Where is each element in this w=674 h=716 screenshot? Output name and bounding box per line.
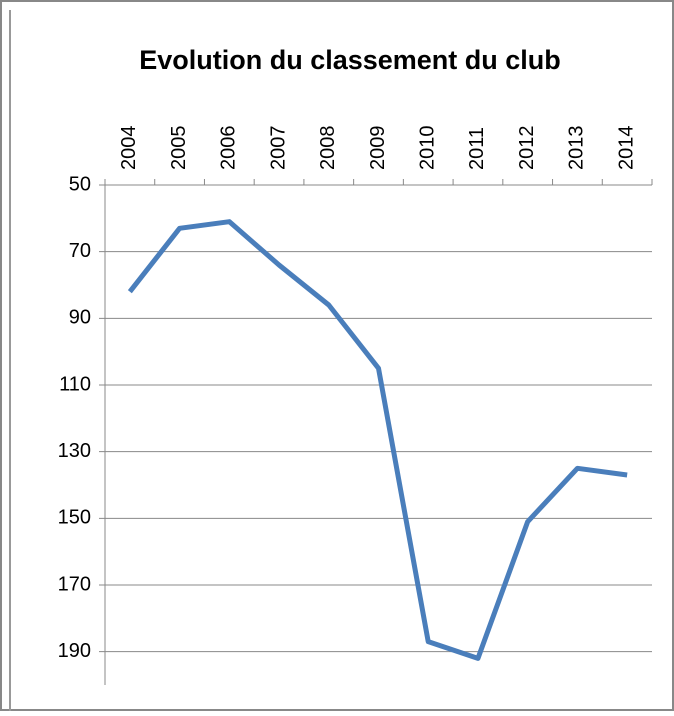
x-tick-label: 2004 xyxy=(118,126,140,171)
y-tick-label: 170 xyxy=(58,573,91,595)
y-tick-label: 50 xyxy=(69,173,91,195)
x-tick-label: 2007 xyxy=(267,126,289,171)
line-series xyxy=(127,219,628,661)
x-tick-label: 2013 xyxy=(566,126,588,171)
x-tick-label: 2014 xyxy=(615,126,637,171)
y-tick-label: 70 xyxy=(69,240,91,262)
y-tick-label: 150 xyxy=(58,507,91,529)
y-tick-label: 130 xyxy=(58,440,91,462)
y-tick-label: 190 xyxy=(58,640,91,662)
y-tick-label: 90 xyxy=(69,307,91,329)
x-tick-label: 2012 xyxy=(516,126,538,171)
x-tick-label: 2005 xyxy=(168,126,190,171)
x-tick-label: 2006 xyxy=(218,126,240,171)
x-tick-label: 2011 xyxy=(466,127,488,170)
x-tick-label: 2010 xyxy=(417,126,439,171)
x-tick-label: 2009 xyxy=(367,126,389,171)
chart-title: Evolution du classement du club xyxy=(139,45,561,75)
x-tick-label: 2008 xyxy=(317,126,339,171)
y-tick-label: 110 xyxy=(59,373,91,395)
